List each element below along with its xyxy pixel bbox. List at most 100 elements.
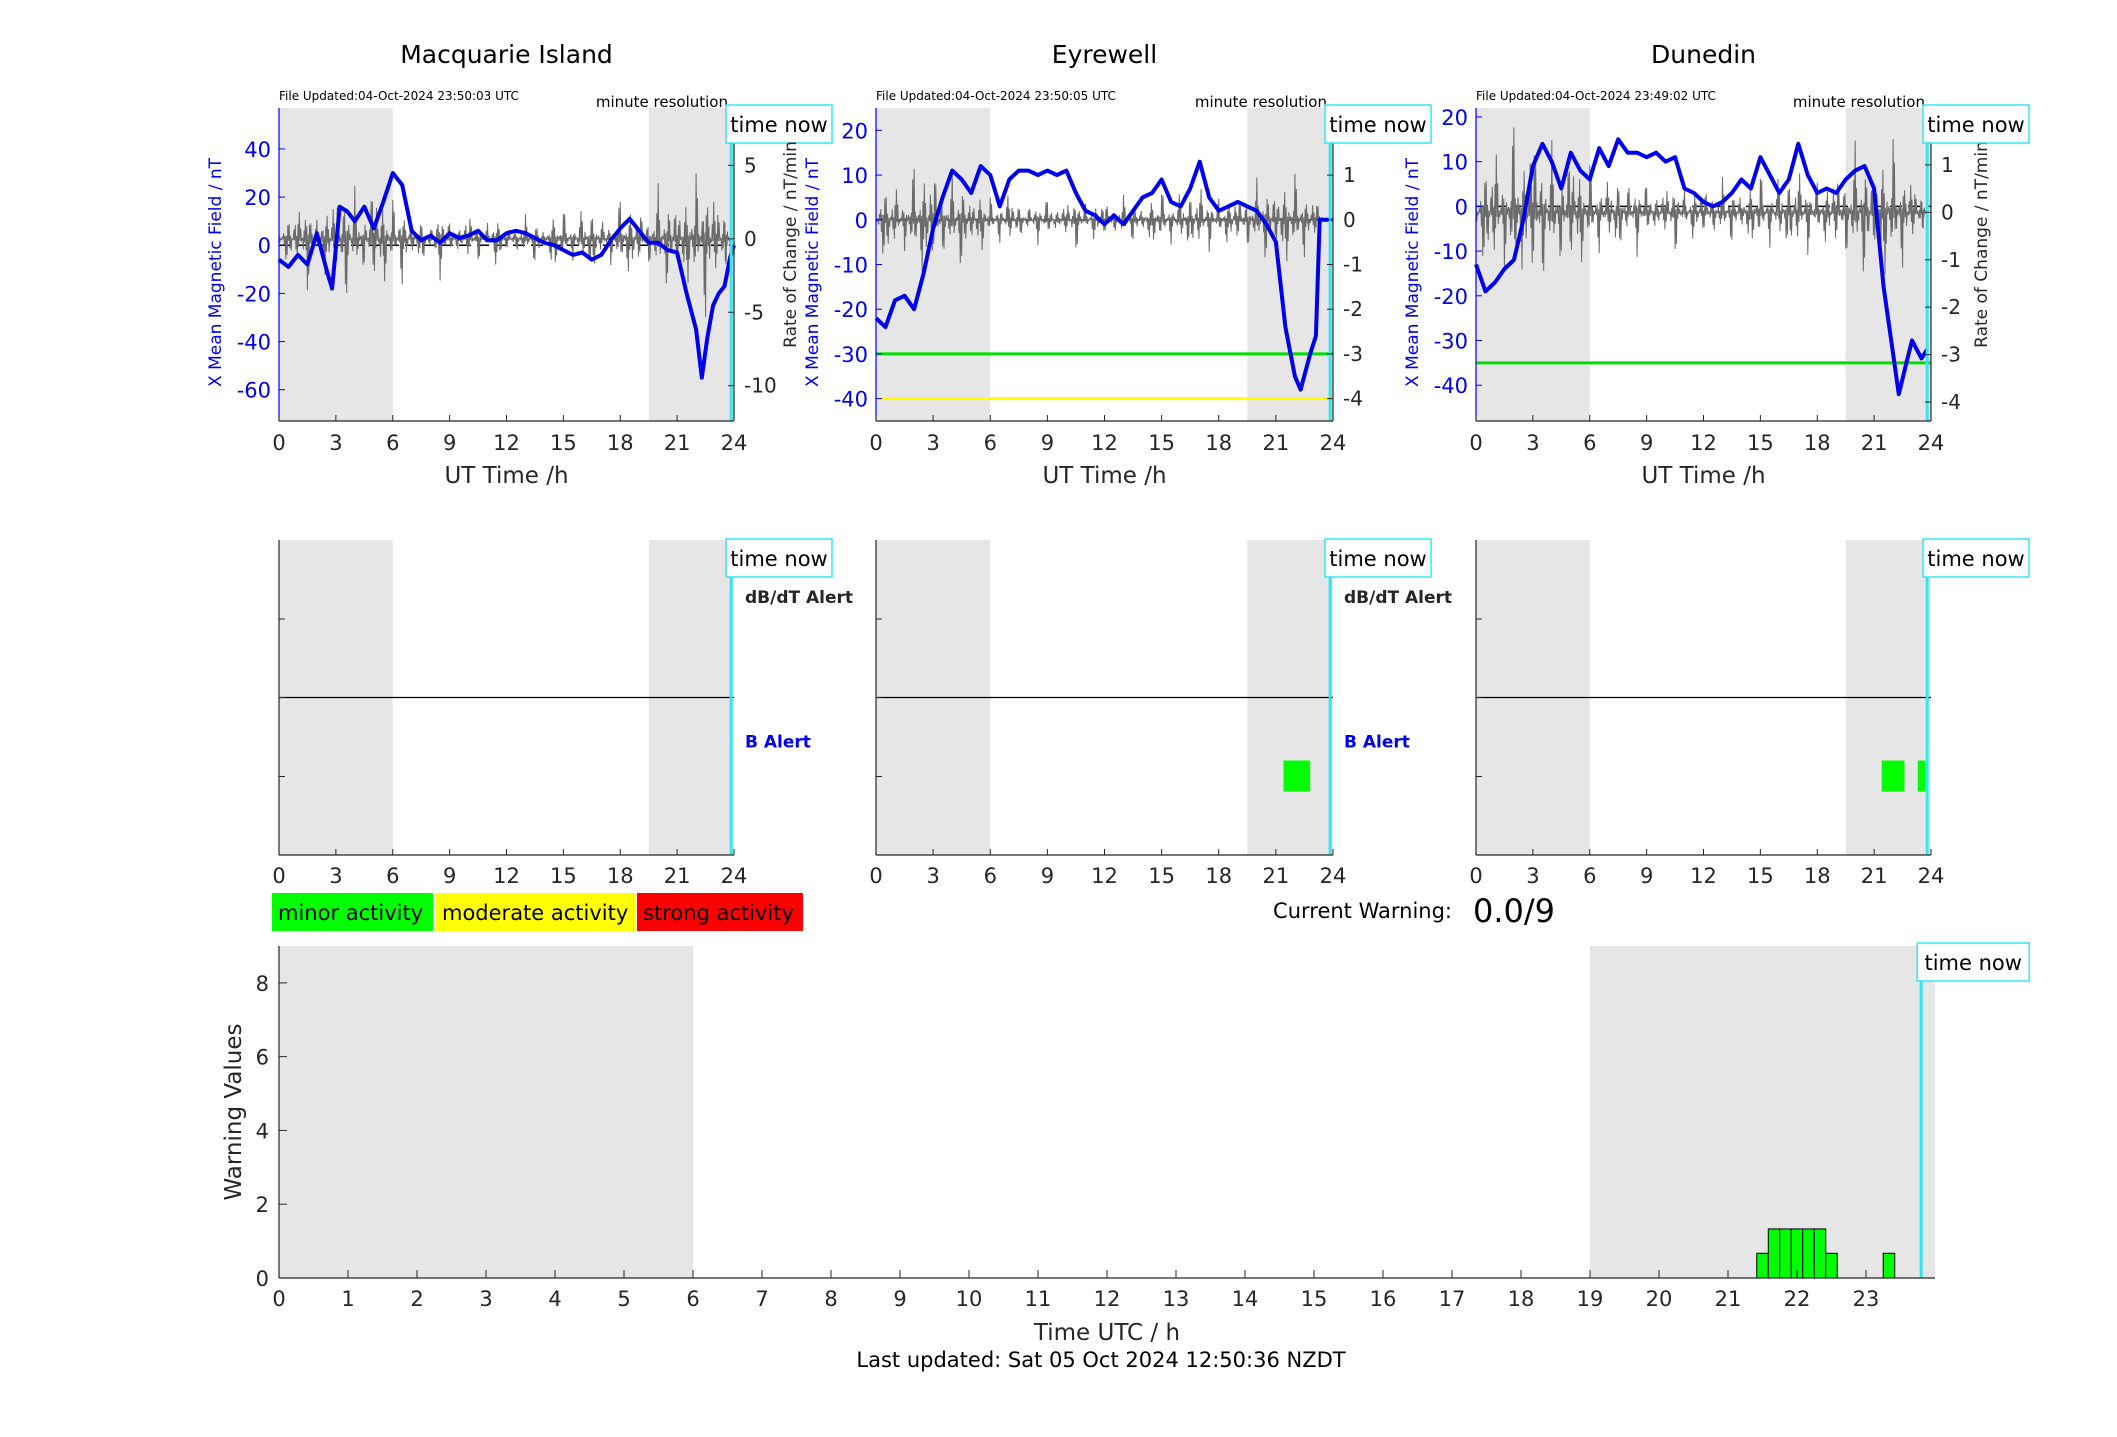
station-0-alert-time-now-label-box (725, 538, 833, 578)
station-1-alert-x-tick-label: 21 (1263, 864, 1290, 888)
station-1-db-alert-label: dB/dT Alert (1344, 588, 1452, 608)
station-2-x-tick-label: 6 (1583, 431, 1596, 455)
station-1-x-tick-label: 9 (1041, 431, 1054, 455)
station-1-right-tick-label: -3 (1343, 342, 1363, 366)
station-0-left-tick-label: -60 (237, 379, 271, 403)
legend-swatch-0 (272, 893, 433, 931)
station-1-title: Eyrewell (1052, 40, 1157, 69)
station-2-x-tick-label: 15 (1747, 431, 1774, 455)
station-1-b-series (874, 159, 1333, 392)
station-1-y-label-left: X Mean Magnetic Field / nT (803, 157, 823, 387)
station-0-left-tick-label: 20 (244, 186, 271, 210)
warning-night-band-0 (279, 946, 693, 1278)
station-0-dbdt-series (278, 173, 731, 318)
warning-x-tick-label: 13 (1163, 1287, 1190, 1311)
legend-label-2: strong activity (643, 901, 794, 925)
warning-x-tick-label: 19 (1577, 1287, 1604, 1311)
station-0-alert-x-tick-label: 0 (272, 864, 285, 888)
warning-bar-2 (1779, 1228, 1792, 1279)
warning-x-tick-label: 14 (1232, 1287, 1259, 1311)
station-0-y-label-left: X Mean Magnetic Field / nT (206, 157, 226, 387)
station-0-x-tick-label: 3 (329, 431, 342, 455)
current-warning-label: Current Warning: (1273, 899, 1452, 923)
warning-time-now-label: time now (1924, 951, 2021, 975)
station-2-alert-x-tick-label: 0 (1469, 864, 1482, 888)
station-2-alert-time-now-label: time now (1927, 547, 2024, 571)
station-2-dbdt-series (1475, 127, 1928, 275)
station-2-left-tick-label: 20 (1441, 106, 1468, 130)
station-2-alert-block-1 (1917, 760, 1926, 792)
station-0-b-alert-label: B Alert (745, 733, 811, 753)
station-2-alert-x-tick-label: 9 (1640, 864, 1653, 888)
station-0-right-tick-label: -5 (744, 300, 764, 324)
station-1-right-tick-label: -4 (1343, 387, 1363, 411)
station-1-left-tick-label: 10 (841, 164, 868, 188)
legend-swatch-1 (436, 893, 635, 931)
warning-x-tick-label: 12 (1094, 1287, 1121, 1311)
warning-x-tick-label: 9 (893, 1287, 906, 1311)
station-0-x-tick-label: 24 (721, 431, 748, 455)
station-1-right-tick-label: 0 (1343, 208, 1356, 232)
warning-bar-0 (1756, 1252, 1769, 1279)
warning-x-tick-label: 5 (617, 1287, 630, 1311)
station-2-x-tick-label: 12 (1690, 431, 1717, 455)
station-0-alert-x-tick-label: 24 (721, 864, 748, 888)
station-0-alert-time-now-label: time now (730, 547, 827, 571)
station-2-y-label-right: Rate of Change / nT/min (1972, 141, 1992, 348)
station-2-x-tick-label: 9 (1640, 431, 1653, 455)
warning-bar-5 (1813, 1228, 1827, 1279)
station-0-x-tick-label: 21 (664, 431, 691, 455)
station-0-x-tick-label: 6 (386, 431, 399, 455)
station-2-right-tick-label: 0 (1941, 200, 1954, 224)
station-2-left-tick-label: -30 (1434, 330, 1468, 354)
station-1-night-band-morning (876, 108, 991, 421)
station-2-x-tick-label: 18 (1804, 431, 1831, 455)
warning-x-label: Time UTC / h (1033, 1320, 1180, 1346)
station-0-alert-x-tick-label: 9 (443, 864, 456, 888)
warning-y-tick-label: 2 (256, 1193, 269, 1217)
station-0-group: Macquarie Island File Updated:04-Oct-2024… (206, 40, 853, 888)
warning-x-tick-label: 21 (1715, 1287, 1742, 1311)
station-2-x-tick-label: 0 (1469, 431, 1482, 455)
station-1-x-tick-label: 12 (1091, 431, 1118, 455)
station-1-left-tick-label: -20 (834, 298, 868, 322)
station-0-left-tick-label: -40 (237, 331, 271, 355)
station-0-x-tick-label: 0 (272, 431, 285, 455)
station-0-file-updated: File Updated:04-Oct-2024 23:50:03 UTC (279, 89, 519, 103)
station-0-alert-x-tick-label: 6 (386, 864, 399, 888)
station-1-x-tick-label: 3 (926, 431, 939, 455)
warning-y-tick-label: 6 (256, 1046, 269, 1070)
station-0-x-label: UT Time /h (444, 463, 568, 489)
warning-x-tick-label: 3 (479, 1287, 492, 1311)
station-1-alert-x-tick-label: 12 (1091, 864, 1118, 888)
station-1-left-tick-label: -10 (834, 254, 868, 278)
station-2-right-tick-label: -4 (1941, 390, 1961, 414)
station-1-right-tick-label: 1 (1343, 163, 1356, 187)
warning-x-tick-label: 0 (272, 1287, 285, 1311)
station-1-alert-x-tick-label: 9 (1041, 864, 1054, 888)
station-2-x-tick-label: 24 (1918, 431, 1945, 455)
warning-x-tick-label: 15 (1301, 1287, 1328, 1311)
station-2-night-band-evening (1845, 108, 1931, 421)
warning-x-tick-label: 23 (1853, 1287, 1880, 1311)
legend-label-1: moderate activity (442, 901, 628, 925)
station-1-alert-x-tick-label: 18 (1205, 864, 1232, 888)
warning-y-tick-label: 8 (256, 972, 269, 996)
station-1-alert-x-tick-label: 3 (926, 864, 939, 888)
warning-y-tick-label: 0 (256, 1267, 269, 1291)
station-2-alert-x-tick-label: 6 (1583, 864, 1596, 888)
station-1-x-tick-label: 21 (1263, 431, 1290, 455)
station-1-group: Eyrewell File Updated:04-Oct-2024 23:50:0… (781, 40, 1452, 888)
warning-x-tick-label: 4 (548, 1287, 561, 1311)
station-0-title: Macquarie Island (400, 40, 613, 69)
station-2-group: Dunedin File Updated:04-Oct-2024 23:49:02… (1403, 40, 1992, 888)
warning-bar-4 (1802, 1228, 1815, 1279)
station-2-alert-x-tick-label: 12 (1690, 864, 1717, 888)
station-0-left-tick-label: 40 (244, 138, 271, 162)
station-2-right-tick-label: 1 (1941, 153, 1954, 177)
station-1-file-updated: File Updated:04-Oct-2024 23:50:05 UTC (876, 89, 1116, 103)
station-2-y-label-left: X Mean Magnetic Field / nT (1403, 157, 1423, 387)
station-1-y-label-right: Rate of Change / nT/min (781, 141, 801, 348)
station-1-x-tick-label: 18 (1205, 431, 1232, 455)
station-0-right-tick-label: 0 (744, 227, 757, 251)
